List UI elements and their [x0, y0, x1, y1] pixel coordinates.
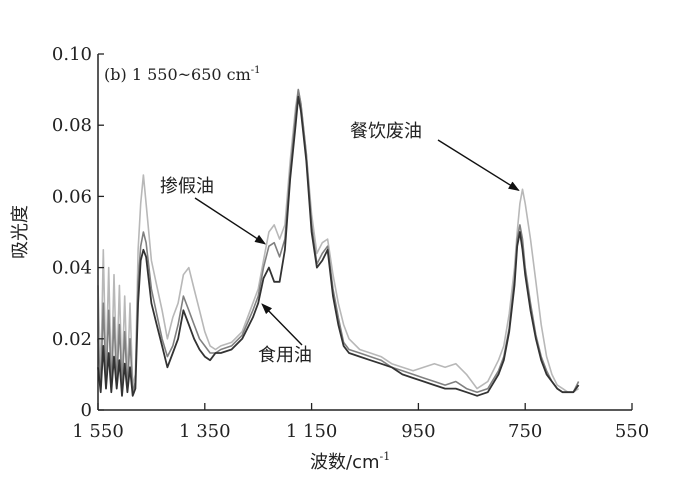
y-tick-label: 0.08	[52, 115, 92, 136]
y-tick-label: 0.04	[52, 258, 92, 279]
x-tick-label: 1 350	[179, 421, 231, 442]
x-tick-label: 1 150	[286, 421, 338, 442]
annotation-label: 餐饮废油	[350, 121, 422, 142]
x-tick-label: 1 550	[72, 421, 124, 442]
x-tick-label: 950	[401, 421, 435, 442]
y-tick-label: 0.06	[52, 186, 92, 207]
series-line-3	[97, 95, 580, 397]
y-axis-label: 吸光度	[10, 205, 31, 259]
y-tick-label: 0.10	[52, 44, 92, 65]
x-tick-label: 750	[508, 421, 542, 442]
annotation-label: 食用油	[258, 345, 312, 366]
x-axis-label: 波数/cm-1	[310, 450, 390, 473]
annotation-arrow	[437, 139, 520, 192]
y-tick-label: 0	[81, 400, 92, 421]
annotation-arrow	[194, 197, 267, 245]
annotation-arrow	[261, 303, 303, 346]
chart-title: (b) 1 550~650 cm-1	[104, 65, 261, 84]
x-tick-label: 550	[615, 421, 649, 442]
annotation-label: 掺假油	[160, 176, 214, 197]
y-tick-label: 0.02	[52, 329, 92, 350]
